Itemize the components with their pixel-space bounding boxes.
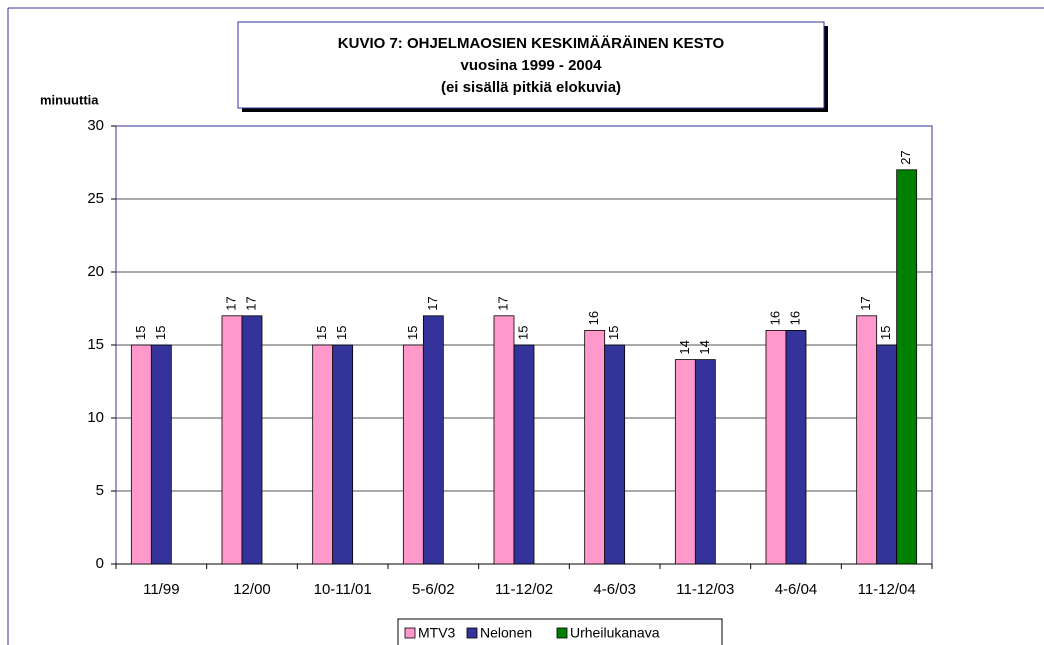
chart-title: (ei sisällä pitkiä elokuvia) (441, 79, 621, 96)
x-tick-label: 10-11/01 (314, 581, 372, 598)
bar (221, 315, 243, 565)
y-axis-label: minuuttia (40, 92, 99, 107)
x-tick-label: 11/99 (143, 581, 179, 598)
bar (765, 329, 787, 565)
y-tick-label: 15 (87, 336, 104, 353)
data-label: 14 (677, 340, 692, 354)
bar (422, 315, 444, 565)
y-tick-label: 5 (96, 482, 104, 499)
x-tick-label: 12/00 (233, 581, 271, 598)
x-tick-label: 11-12/03 (676, 581, 734, 598)
bar (694, 359, 716, 565)
data-label: 16 (787, 311, 802, 325)
bar (332, 344, 354, 565)
data-label: 16 (586, 311, 601, 325)
legend-label: Nelonen (480, 625, 532, 641)
data-label: 15 (334, 326, 349, 340)
y-tick-label: 30 (87, 117, 104, 134)
data-label: 15 (606, 326, 621, 340)
legend-label: Urheilukanava (570, 625, 660, 641)
legend-swatch (404, 627, 416, 639)
bar (876, 344, 898, 565)
x-tick-label: 11-12/04 (858, 581, 916, 598)
data-label: 16 (767, 311, 782, 325)
data-label: 14 (697, 340, 712, 354)
data-label: 15 (405, 326, 420, 340)
legend-swatch (466, 627, 478, 639)
bar (785, 329, 807, 565)
bar (150, 344, 172, 565)
data-label: 17 (223, 296, 238, 310)
y-tick-label: 0 (96, 555, 104, 572)
data-label: 15 (314, 326, 329, 340)
data-label: 15 (153, 326, 168, 340)
legend-swatch (556, 627, 568, 639)
data-label: 27 (898, 150, 913, 164)
bar (674, 359, 696, 565)
bar (402, 344, 424, 565)
bar (896, 169, 918, 565)
bar (604, 344, 626, 565)
x-tick-label: 4-6/03 (593, 581, 636, 598)
data-label: 15 (515, 326, 530, 340)
y-tick-label: 25 (87, 190, 104, 207)
legend-label: MTV3 (418, 625, 456, 641)
bar (241, 315, 263, 565)
y-tick-label: 20 (87, 263, 104, 280)
x-tick-label: 4-6/04 (775, 581, 818, 598)
y-tick-label: 10 (87, 409, 104, 426)
data-label: 17 (495, 296, 510, 310)
title-box (237, 21, 825, 109)
data-label: 15 (878, 326, 893, 340)
bar (513, 344, 535, 565)
bar (130, 344, 152, 565)
data-label: 17 (858, 296, 873, 310)
chart-title: vuosina 1999 - 2004 (461, 57, 603, 74)
x-tick-label: 5-6/02 (412, 581, 455, 598)
data-label: 17 (243, 296, 258, 310)
bar (493, 315, 515, 565)
bar (584, 329, 606, 565)
bar (312, 344, 334, 565)
data-label: 17 (425, 296, 440, 310)
bar (856, 315, 878, 565)
x-tick-label: 11-12/02 (495, 581, 553, 598)
chart-title: KUVIO 7: OHJELMAOSIEN KESKIMÄÄRÄINEN KES… (338, 35, 725, 52)
data-label: 15 (133, 326, 148, 340)
